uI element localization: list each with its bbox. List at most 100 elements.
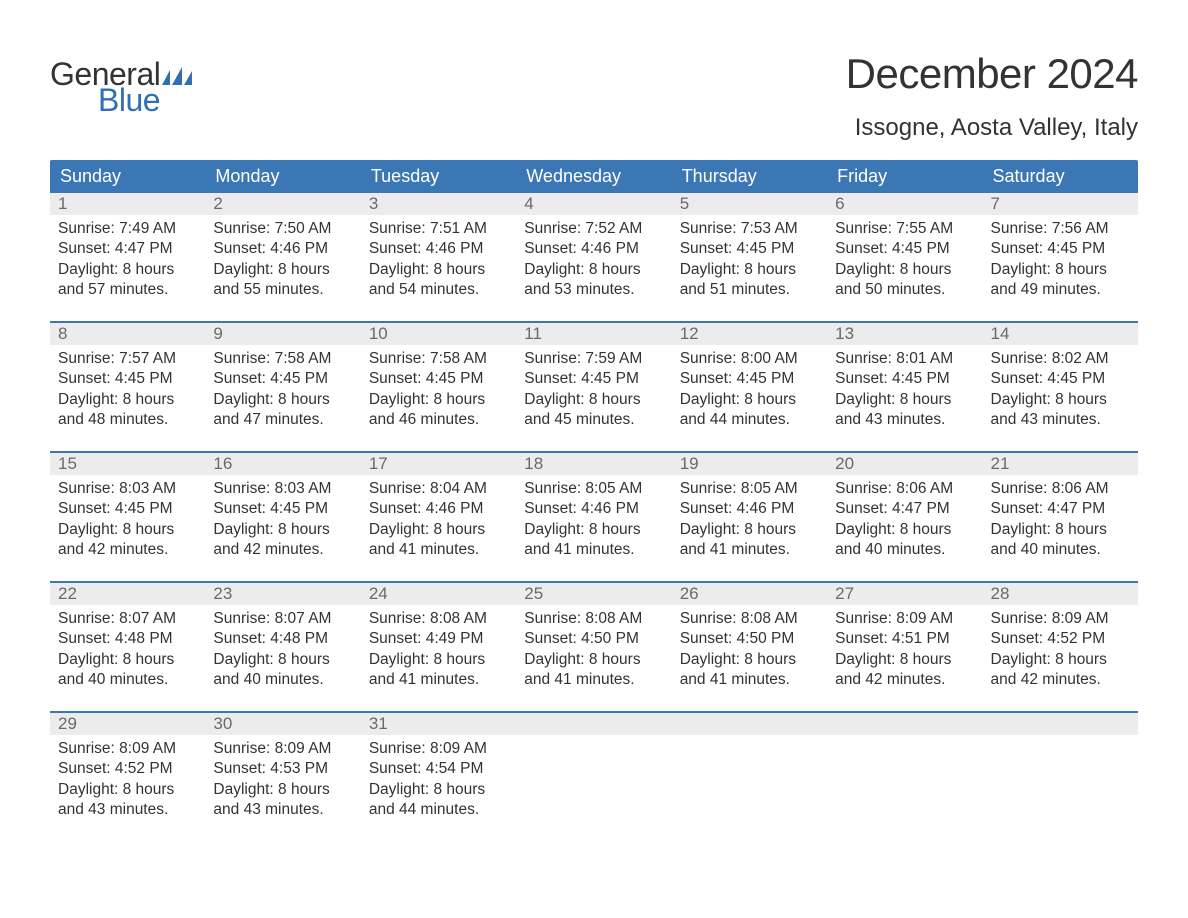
day-body: Sunrise: 8:08 AMSunset: 4:49 PMDaylight:…	[361, 605, 516, 699]
sunset-line: Sunset: 4:47 PM	[835, 499, 974, 519]
sunrise-line: Sunrise: 8:07 AM	[213, 609, 352, 629]
day-body: Sunrise: 7:49 AMSunset: 4:47 PMDaylight:…	[50, 215, 205, 309]
sunrise-line: Sunrise: 8:06 AM	[835, 479, 974, 499]
day-body: Sunrise: 8:02 AMSunset: 4:45 PMDaylight:…	[983, 345, 1138, 439]
daylight-line-2: and 42 minutes.	[58, 540, 197, 560]
daylight-line-1: Daylight: 8 hours	[991, 520, 1130, 540]
sunrise-line: Sunrise: 8:09 AM	[213, 739, 352, 759]
week-row: 15Sunrise: 8:03 AMSunset: 4:45 PMDayligh…	[50, 451, 1138, 581]
day-number: 22	[58, 584, 77, 603]
dow-wednesday: Wednesday	[516, 160, 671, 193]
day-number-bar: 13	[827, 323, 982, 345]
day-body: Sunrise: 7:50 AMSunset: 4:46 PMDaylight:…	[205, 215, 360, 309]
sunset-line: Sunset: 4:50 PM	[680, 629, 819, 649]
daylight-line-1: Daylight: 8 hours	[369, 390, 508, 410]
day-body: Sunrise: 8:07 AMSunset: 4:48 PMDaylight:…	[50, 605, 205, 699]
day-cell: 31Sunrise: 8:09 AMSunset: 4:54 PMDayligh…	[361, 713, 516, 841]
daylight-line-1: Daylight: 8 hours	[58, 780, 197, 800]
day-number-bar: 4	[516, 193, 671, 215]
sunrise-line: Sunrise: 8:09 AM	[835, 609, 974, 629]
day-cell: 22 Sunrise: 8:07 AMSunset: 4:48 PMDayligh…	[50, 583, 205, 711]
daylight-line-2: and 57 minutes.	[58, 280, 197, 300]
day-cell: 1Sunrise: 7:49 AMSunset: 4:47 PMDaylight…	[50, 193, 205, 321]
location-subtitle: Issogne, Aosta Valley, Italy	[846, 114, 1138, 142]
daylight-line-1: Daylight: 8 hours	[369, 780, 508, 800]
sunset-line: Sunset: 4:45 PM	[213, 369, 352, 389]
page-header: General Blue December 2024 Issogne, Aost…	[50, 50, 1138, 142]
daylight-line-2: and 40 minutes.	[213, 670, 352, 690]
day-body: Sunrise: 8:09 AMSunset: 4:52 PMDaylight:…	[983, 605, 1138, 699]
day-number: 14	[991, 324, 1010, 343]
sunset-line: Sunset: 4:51 PM	[835, 629, 974, 649]
day-number: 18	[524, 454, 543, 473]
day-number-bar: 25	[516, 583, 671, 605]
daylight-line-2: and 41 minutes.	[369, 540, 508, 560]
day-number: 19	[680, 454, 699, 473]
week-row: 22 Sunrise: 8:07 AMSunset: 4:48 PMDayligh…	[50, 581, 1138, 711]
day-number: 13	[835, 324, 854, 343]
day-number: 17	[369, 454, 388, 473]
day-body: Sunrise: 7:56 AMSunset: 4:45 PMDaylight:…	[983, 215, 1138, 309]
day-number-bar: 29	[50, 713, 205, 735]
sunrise-line: Sunrise: 8:03 AM	[58, 479, 197, 499]
day-number-bar: 2	[205, 193, 360, 215]
sunset-line: Sunset: 4:46 PM	[213, 239, 352, 259]
day-number-bar: 11	[516, 323, 671, 345]
day-number-bar: .	[672, 713, 827, 735]
daylight-line-1: Daylight: 8 hours	[835, 520, 974, 540]
day-number-bar: 23	[205, 583, 360, 605]
dow-tuesday: Tuesday	[361, 160, 516, 193]
day-body: Sunrise: 8:09 AMSunset: 4:53 PMDaylight:…	[205, 735, 360, 829]
day-number: 30	[213, 714, 232, 733]
day-cell: 2Sunrise: 7:50 AMSunset: 4:46 PMDaylight…	[205, 193, 360, 321]
day-cell: 18 Sunrise: 8:05 AMSunset: 4:46 PMDayligh…	[516, 453, 671, 581]
day-number: 29	[58, 714, 77, 733]
daylight-line-2: and 41 minutes.	[680, 540, 819, 560]
day-body: Sunrise: 8:06 AMSunset: 4:47 PMDaylight:…	[827, 475, 982, 569]
daylight-line-2: and 40 minutes.	[835, 540, 974, 560]
day-cell: 15Sunrise: 8:03 AMSunset: 4:45 PMDayligh…	[50, 453, 205, 581]
sunrise-line: Sunrise: 8:04 AM	[369, 479, 508, 499]
daylight-line-2: and 40 minutes.	[991, 540, 1130, 560]
dow-thursday: Thursday	[672, 160, 827, 193]
sunrise-line: Sunrise: 7:56 AM	[991, 219, 1130, 239]
day-number-bar: 10	[361, 323, 516, 345]
daylight-line-2: and 45 minutes.	[524, 410, 663, 430]
sunset-line: Sunset: 4:46 PM	[369, 239, 508, 259]
sunset-line: Sunset: 4:45 PM	[991, 369, 1130, 389]
day-body: Sunrise: 8:06 AMSunset: 4:47 PMDaylight:…	[983, 475, 1138, 569]
sunset-line: Sunset: 4:48 PM	[58, 629, 197, 649]
sunrise-line: Sunrise: 7:59 AM	[524, 349, 663, 369]
day-number-bar: 9	[205, 323, 360, 345]
sunrise-line: Sunrise: 7:53 AM	[680, 219, 819, 239]
day-cell: 7 Sunrise: 7:56 AMSunset: 4:45 PMDaylight…	[983, 193, 1138, 321]
day-number: 7	[991, 194, 1000, 213]
sunrise-line: Sunrise: 7:58 AM	[213, 349, 352, 369]
day-number-bar: 15	[50, 453, 205, 475]
sunset-line: Sunset: 4:45 PM	[369, 369, 508, 389]
day-body: Sunrise: 8:09 AMSunset: 4:54 PMDaylight:…	[361, 735, 516, 829]
sunset-line: Sunset: 4:47 PM	[58, 239, 197, 259]
day-number: 4	[524, 194, 533, 213]
day-cell: 3Sunrise: 7:51 AMSunset: 4:46 PMDaylight…	[361, 193, 516, 321]
dow-friday: Friday	[827, 160, 982, 193]
daylight-line-1: Daylight: 8 hours	[680, 390, 819, 410]
daylight-line-1: Daylight: 8 hours	[991, 390, 1130, 410]
daylight-line-1: Daylight: 8 hours	[213, 520, 352, 540]
day-cell: .	[672, 713, 827, 841]
day-body: Sunrise: 8:01 AMSunset: 4:45 PMDaylight:…	[827, 345, 982, 439]
day-cell: 27Sunrise: 8:09 AMSunset: 4:51 PMDayligh…	[827, 583, 982, 711]
sunrise-line: Sunrise: 7:49 AM	[58, 219, 197, 239]
day-body: Sunrise: 8:05 AMSunset: 4:46 PMDaylight:…	[672, 475, 827, 569]
day-number-bar: 31	[361, 713, 516, 735]
day-number: 27	[835, 584, 854, 603]
day-number-bar: .	[983, 713, 1138, 735]
day-cell: 13 Sunrise: 8:01 AMSunset: 4:45 PMDayligh…	[827, 323, 982, 451]
sunrise-line: Sunrise: 7:58 AM	[369, 349, 508, 369]
sunset-line: Sunset: 4:45 PM	[835, 369, 974, 389]
day-number-bar: 16	[205, 453, 360, 475]
day-cell: 14 Sunrise: 8:02 AMSunset: 4:45 PMDayligh…	[983, 323, 1138, 451]
day-number-bar: 5	[672, 193, 827, 215]
day-number: 26	[680, 584, 699, 603]
day-body: Sunrise: 8:05 AMSunset: 4:46 PMDaylight:…	[516, 475, 671, 569]
